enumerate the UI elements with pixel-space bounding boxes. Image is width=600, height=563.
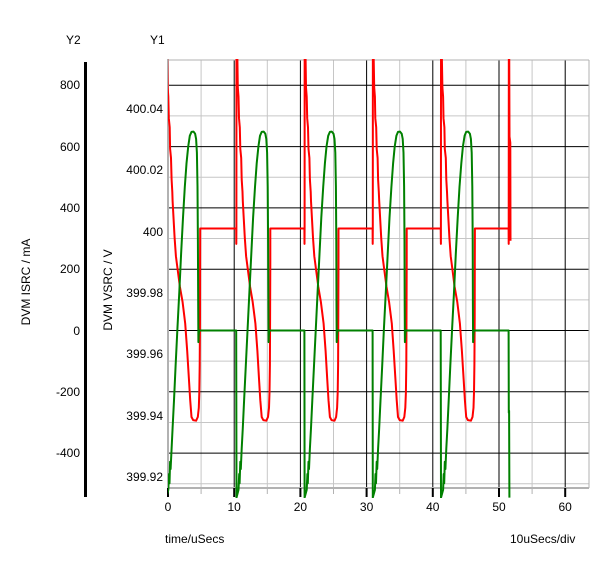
y1-tick-label: 399.92 (126, 469, 163, 484)
y1-tick-label: 399.94 (126, 408, 163, 423)
x-tick-label: 20 (293, 500, 308, 514)
x-tick-label: 50 (492, 500, 506, 514)
y1-tick-label: 399.98 (126, 285, 163, 300)
y1-tick-label: 400.02 (126, 163, 163, 178)
x-axis-title: time/uSecs (165, 532, 225, 546)
y2-axis-header: Y2 (66, 33, 81, 47)
y1-tick-label: 400.04 (126, 102, 163, 116)
x-axis-scale: 10uSecs/div (510, 532, 576, 546)
y1-tick-label: 399.96 (126, 347, 163, 362)
y2-tick-label: -200 (55, 384, 80, 399)
y2-tick-label: 0 (73, 323, 80, 338)
x-tick-label: 0 (164, 500, 172, 514)
y1-axis-header: Y1 (150, 33, 165, 47)
x-tick-label: 40 (426, 500, 440, 514)
y2-tick-label: 600 (59, 139, 80, 154)
y2-tick-label: 800 (59, 78, 80, 93)
y2-tick-label: 400 (59, 200, 80, 215)
isrc-axis-title: DVM ISRC / mA (19, 238, 33, 326)
y2-tick-label: 200 (59, 262, 80, 277)
x-tick-label: 60 (558, 500, 572, 514)
x-tick-label: 10 (227, 500, 241, 514)
isrc-trace (168, 130, 511, 498)
y1-tick-label: 400 (142, 224, 163, 239)
vsrc-trace (168, 59, 512, 422)
y2-tick-label: -400 (55, 446, 80, 461)
y2-axis-line (84, 62, 87, 497)
x-tick-label: 30 (359, 500, 374, 514)
